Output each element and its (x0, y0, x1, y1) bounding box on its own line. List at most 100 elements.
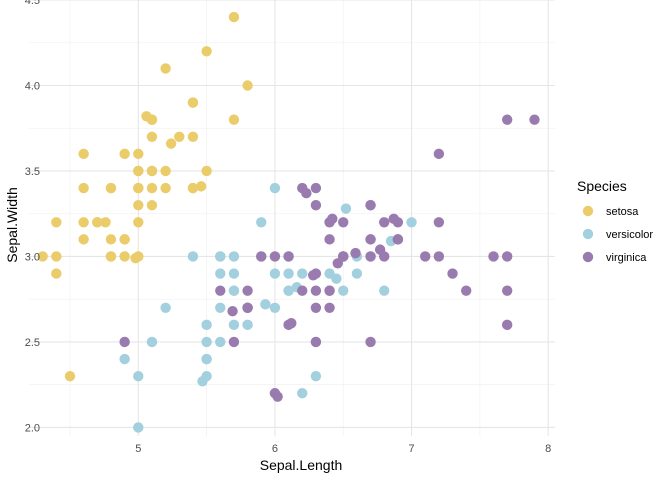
point-setosa (100, 217, 111, 228)
point-versicolor (260, 299, 271, 310)
point-setosa (133, 182, 144, 194)
point-virginica (392, 234, 404, 245)
point-setosa (141, 111, 152, 122)
point-setosa (105, 234, 117, 245)
point-versicolor (228, 319, 240, 331)
point-setosa (242, 80, 253, 91)
point-virginica (242, 285, 253, 296)
point-virginica (488, 251, 499, 262)
point-virginica (310, 285, 322, 296)
y-tick-label: 4.0 (25, 80, 40, 92)
point-virginica (433, 217, 445, 228)
point-setosa (133, 217, 144, 228)
point-versicolor (297, 388, 308, 399)
data-points (37, 11, 540, 433)
point-versicolor (228, 285, 240, 296)
point-setosa (64, 370, 76, 382)
y-tick-label: 2.5 (25, 337, 40, 349)
x-tick-label: 5 (135, 443, 141, 455)
point-versicolor (133, 370, 144, 382)
point-virginica (501, 285, 513, 296)
point-virginica (301, 188, 312, 199)
point-versicolor (215, 302, 226, 313)
point-versicolor (269, 182, 281, 194)
point-virginica (272, 391, 283, 402)
point-setosa (105, 182, 117, 194)
point-setosa (201, 46, 212, 57)
point-setosa (160, 182, 171, 194)
x-tick-label: 6 (272, 443, 278, 455)
point-setosa (78, 182, 89, 194)
point-setosa (130, 252, 141, 264)
point-versicolor (119, 353, 130, 365)
point-versicolor (256, 217, 267, 228)
point-setosa (187, 182, 199, 194)
y-tick-label: 3.5 (25, 166, 40, 178)
point-virginica (501, 251, 513, 262)
point-versicolor (201, 353, 212, 365)
point-virginica (433, 251, 445, 262)
point-virginica (324, 234, 335, 245)
point-versicolor (283, 285, 294, 296)
y-tick-label: 4.5 (25, 0, 40, 7)
point-virginica (338, 217, 349, 228)
point-versicolor (201, 336, 212, 348)
point-versicolor (146, 336, 158, 348)
point-virginica (350, 247, 361, 259)
point-virginica (228, 336, 240, 348)
point-versicolor (133, 422, 144, 433)
point-setosa (228, 114, 240, 125)
point-virginica (283, 251, 294, 262)
point-virginica (297, 285, 308, 296)
point-versicolor (269, 268, 281, 279)
legend-key-versicolor (582, 228, 594, 240)
point-setosa (133, 148, 144, 160)
point-setosa (165, 138, 177, 149)
x-axis-title: Sepal.Length (260, 457, 343, 473)
point-versicolor (338, 285, 349, 296)
point-setosa (133, 165, 144, 177)
point-virginica (365, 251, 376, 262)
point-virginica (324, 302, 335, 313)
point-virginica (256, 251, 267, 262)
point-setosa (174, 131, 185, 142)
point-versicolor (160, 302, 171, 313)
point-setosa (146, 165, 158, 177)
x-tick-label: 7 (408, 443, 414, 455)
point-virginica (388, 213, 399, 225)
point-versicolor (351, 268, 363, 279)
point-setosa (195, 181, 207, 192)
legend-label-setosa: setosa (606, 206, 639, 218)
y-tick-label: 3.0 (25, 251, 40, 263)
point-virginica (529, 114, 540, 125)
point-versicolor (215, 268, 226, 279)
point-virginica (324, 285, 335, 296)
point-virginica (310, 336, 322, 348)
y-axis-ticks: 2.0 2.5 3.0 3.5 4.0 4.5 (25, 0, 40, 434)
point-virginica (365, 234, 376, 245)
point-setosa (51, 268, 62, 279)
point-setosa (146, 182, 158, 194)
point-virginica (433, 148, 445, 160)
legend-key-virginica (582, 251, 594, 263)
point-virginica (307, 270, 319, 281)
point-virginica (379, 217, 390, 228)
point-setosa (119, 148, 130, 160)
point-versicolor (331, 273, 342, 284)
point-setosa (119, 234, 130, 245)
point-virginica (374, 244, 386, 255)
point-versicolor (379, 285, 390, 296)
point-versicolor (242, 319, 253, 331)
point-virginica (215, 285, 226, 296)
point-versicolor (297, 268, 308, 279)
point-setosa (119, 251, 130, 262)
point-virginica (310, 182, 322, 194)
point-setosa (51, 217, 62, 228)
point-setosa (78, 234, 89, 245)
point-versicolor (310, 370, 322, 382)
point-setosa (146, 131, 158, 142)
point-versicolor (283, 268, 294, 279)
point-virginica (119, 336, 130, 348)
point-versicolor (228, 268, 240, 279)
